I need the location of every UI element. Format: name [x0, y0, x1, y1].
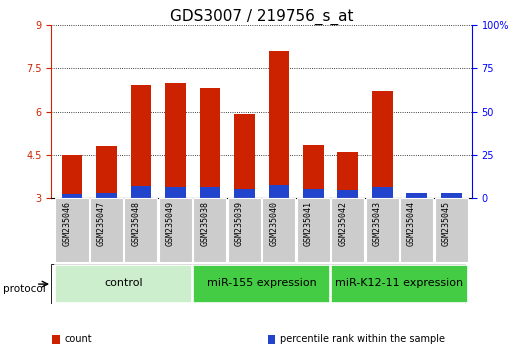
- Bar: [366, 198, 399, 262]
- Bar: [303, 189, 324, 198]
- Text: GSM235040: GSM235040: [269, 201, 278, 246]
- Text: GSM235048: GSM235048: [131, 201, 140, 246]
- Bar: [62, 194, 82, 198]
- Text: count: count: [64, 335, 92, 344]
- Bar: [372, 91, 392, 198]
- Bar: [268, 335, 275, 344]
- Bar: [55, 198, 89, 262]
- Bar: [262, 198, 295, 262]
- Bar: [193, 198, 226, 262]
- Text: GSM235044: GSM235044: [407, 201, 416, 246]
- Bar: [131, 186, 151, 198]
- Bar: [62, 155, 82, 198]
- Bar: [90, 198, 123, 262]
- Bar: [268, 51, 289, 198]
- Bar: [193, 266, 330, 303]
- Bar: [234, 114, 255, 198]
- Bar: [165, 187, 186, 198]
- Bar: [297, 198, 330, 262]
- Bar: [338, 152, 358, 198]
- Text: GSM235039: GSM235039: [235, 201, 244, 246]
- Bar: [268, 185, 289, 198]
- Text: GSM235038: GSM235038: [200, 201, 209, 246]
- Text: GSM235042: GSM235042: [338, 201, 347, 246]
- Text: control: control: [105, 278, 143, 288]
- Bar: [200, 187, 220, 198]
- Bar: [372, 187, 392, 198]
- Bar: [406, 193, 427, 198]
- Text: GSM235047: GSM235047: [97, 201, 106, 246]
- Text: miR-K12-11 expression: miR-K12-11 expression: [336, 278, 464, 288]
- Bar: [96, 146, 117, 198]
- Title: GDS3007 / 219756_s_at: GDS3007 / 219756_s_at: [170, 8, 353, 25]
- Bar: [131, 85, 151, 198]
- Bar: [159, 198, 192, 262]
- Bar: [96, 193, 117, 198]
- Bar: [234, 189, 255, 198]
- Bar: [165, 82, 186, 198]
- Text: GSM235046: GSM235046: [62, 201, 71, 246]
- Bar: [303, 145, 324, 198]
- Text: GSM235045: GSM235045: [442, 201, 450, 246]
- Bar: [200, 88, 220, 198]
- Text: GSM235041: GSM235041: [304, 201, 312, 246]
- Text: GSM235043: GSM235043: [372, 201, 382, 246]
- Bar: [228, 198, 261, 262]
- Text: protocol: protocol: [3, 284, 45, 293]
- Bar: [52, 335, 60, 344]
- Bar: [124, 198, 157, 262]
- Bar: [55, 266, 192, 303]
- Text: percentile rank within the sample: percentile rank within the sample: [280, 335, 445, 344]
- Bar: [400, 198, 433, 262]
- Text: GSM235049: GSM235049: [166, 201, 175, 246]
- Bar: [338, 190, 358, 198]
- Bar: [441, 193, 462, 198]
- Bar: [331, 266, 468, 303]
- Text: miR-155 expression: miR-155 expression: [207, 278, 317, 288]
- Bar: [435, 198, 468, 262]
- Bar: [331, 198, 364, 262]
